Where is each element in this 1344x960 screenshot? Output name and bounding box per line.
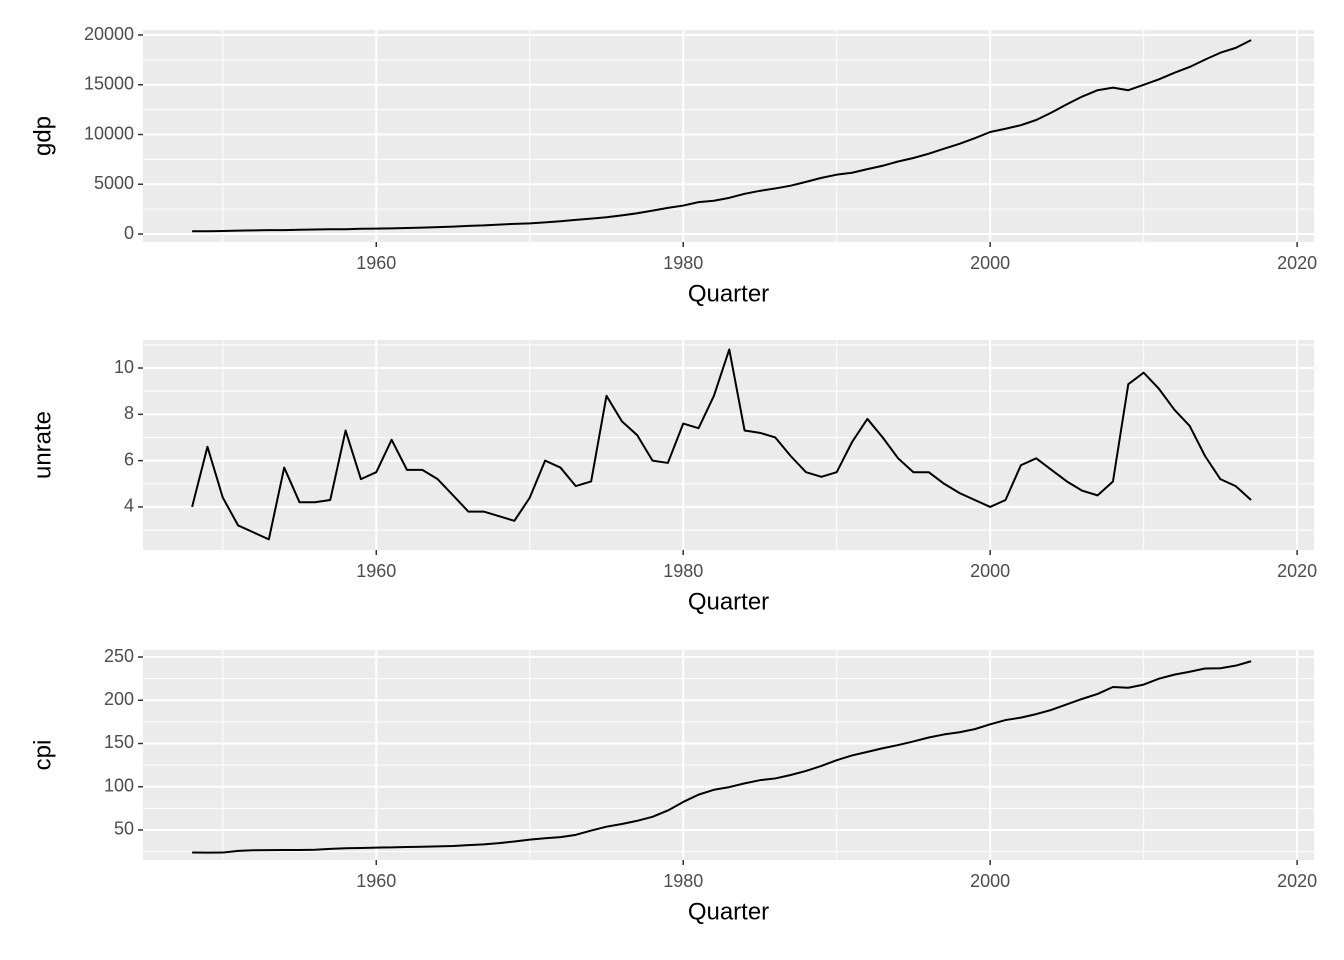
x-tick-label: 1980 [663,561,703,581]
y-tick-label: 6 [124,449,134,469]
y-tick-label: 250 [104,646,134,666]
x-tick-label: 2020 [1277,253,1317,273]
x-tick-label: 2020 [1277,561,1317,581]
plot-background [143,650,1314,860]
data-line [191,348,1252,541]
y-tick-label: 15000 [84,74,134,94]
y-tick-label: 20000 [84,24,134,44]
panel [143,30,1314,242]
x-tick-label: 2000 [970,253,1010,273]
x-tick-label: 1980 [663,871,703,891]
y-axis-title: unrate [29,411,56,479]
y-tick-label: 8 [124,403,134,423]
x-tick-label: 2000 [970,871,1010,891]
y-tick-label: 4 [124,496,134,516]
x-tick-label: 2000 [970,561,1010,581]
x-axis-title: Quarter [688,898,769,925]
x-tick-label: 1960 [356,561,396,581]
y-tick-label: 10 [114,357,134,377]
x-tick-label: 1980 [663,253,703,273]
panel [143,340,1314,550]
y-tick-label: 150 [104,732,134,752]
x-tick-label: 2020 [1277,871,1317,891]
y-tick-label: 100 [104,775,134,795]
x-axis-title: Quarter [688,588,769,615]
y-tick-label: 50 [114,819,134,839]
plot-background [143,30,1314,242]
y-tick-label: 200 [104,689,134,709]
data-line [192,39,1252,233]
y-tick-label: 0 [124,223,134,243]
x-tick-label: 1960 [356,871,396,891]
panel [143,650,1314,860]
y-tick-label: 5000 [94,173,134,193]
plot-background [143,340,1314,550]
x-tick-label: 1960 [356,253,396,273]
y-axis-title: gdp [29,116,56,156]
data-line [192,660,1252,854]
y-axis-title: cpi [29,740,56,771]
y-tick-label: 10000 [84,123,134,143]
x-axis-title: Quarter [688,280,769,307]
